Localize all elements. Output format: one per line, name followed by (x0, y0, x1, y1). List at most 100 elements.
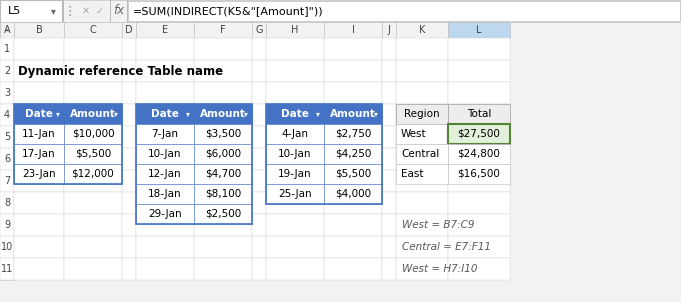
Bar (448, 60, 510, 82)
Bar (14, 104, 64, 124)
Bar (64, 170, 122, 192)
Bar (324, 124, 382, 144)
Bar (266, 258, 324, 280)
Bar (266, 104, 324, 124)
Bar (0, 148, 14, 170)
Text: ▾: ▾ (114, 110, 118, 118)
Text: 7: 7 (4, 176, 10, 186)
Bar (396, 104, 448, 124)
Text: 2: 2 (4, 66, 10, 76)
Text: $5,500: $5,500 (335, 169, 371, 179)
Text: $6,000: $6,000 (205, 149, 241, 159)
Bar (252, 192, 266, 214)
Bar (382, 82, 396, 104)
Bar (136, 170, 194, 192)
Bar (0, 148, 14, 170)
Bar (194, 22, 252, 38)
Text: $4,700: $4,700 (205, 169, 241, 179)
Text: $24,800: $24,800 (458, 149, 501, 159)
Text: 6: 6 (4, 154, 10, 164)
Bar (448, 148, 510, 170)
Bar (448, 236, 510, 258)
Text: Central = E7:F11: Central = E7:F11 (402, 242, 491, 252)
Bar (266, 170, 324, 192)
Bar (396, 258, 448, 280)
Bar (324, 60, 382, 82)
Bar (14, 170, 64, 192)
Bar (14, 258, 64, 280)
Bar (194, 236, 252, 258)
Bar (448, 82, 510, 104)
Bar (64, 104, 122, 126)
Text: Amount: Amount (330, 109, 376, 119)
Bar (194, 148, 252, 170)
Bar (0, 60, 14, 82)
Bar (396, 38, 448, 60)
Bar (122, 60, 136, 82)
Bar (0, 170, 14, 192)
Bar (266, 124, 324, 144)
Bar (266, 214, 324, 236)
Text: ▾: ▾ (186, 110, 190, 118)
Text: Central: Central (401, 149, 439, 159)
Bar (382, 126, 396, 148)
Bar (252, 148, 266, 170)
Bar (0, 104, 14, 126)
Text: $5,500: $5,500 (75, 149, 111, 159)
Bar (0, 60, 14, 82)
Text: 3: 3 (4, 88, 10, 98)
Bar (448, 144, 510, 164)
Bar (14, 126, 64, 148)
Bar (396, 192, 448, 214)
Text: ▾: ▾ (374, 110, 378, 118)
Bar (0, 236, 14, 258)
Text: ✓: ✓ (96, 6, 104, 16)
Text: 10: 10 (1, 242, 13, 252)
Bar (64, 144, 122, 164)
Bar (266, 22, 324, 38)
Bar (324, 214, 382, 236)
Bar (0, 82, 14, 104)
Bar (194, 214, 252, 236)
Bar (194, 144, 252, 164)
Bar (396, 126, 448, 148)
Text: Total: Total (466, 109, 491, 119)
Bar (136, 82, 194, 104)
Text: L: L (476, 25, 481, 35)
Text: D: D (125, 25, 133, 35)
Bar (14, 144, 64, 164)
Bar (252, 22, 266, 38)
Bar (266, 236, 324, 258)
Bar (122, 192, 136, 214)
Text: 1: 1 (4, 44, 10, 54)
Bar (382, 38, 396, 60)
Bar (252, 126, 266, 148)
Bar (64, 22, 122, 38)
Text: G: G (255, 25, 263, 35)
Text: Date: Date (281, 109, 309, 119)
Bar (382, 170, 396, 192)
Text: Amount: Amount (200, 109, 246, 119)
Bar (324, 104, 382, 124)
Bar (252, 236, 266, 258)
Bar (324, 104, 382, 126)
Bar (136, 144, 194, 164)
Bar (396, 164, 448, 184)
Text: 12-Jan: 12-Jan (148, 169, 182, 179)
Text: Date: Date (151, 109, 179, 119)
Bar (448, 214, 510, 236)
Text: West = H7:I10: West = H7:I10 (402, 264, 477, 274)
Text: 11-Jan: 11-Jan (22, 129, 56, 139)
Bar (0, 192, 14, 214)
Bar (324, 126, 382, 148)
Bar (324, 38, 382, 60)
Text: $4,250: $4,250 (335, 149, 371, 159)
Text: Amount: Amount (70, 109, 116, 119)
Text: ⋮: ⋮ (64, 5, 76, 18)
Text: 10-Jan: 10-Jan (279, 149, 312, 159)
Bar (448, 192, 510, 214)
Text: fx: fx (114, 5, 125, 18)
Text: 29-Jan: 29-Jan (148, 209, 182, 219)
Bar (266, 104, 324, 126)
Bar (127, 0, 128, 22)
